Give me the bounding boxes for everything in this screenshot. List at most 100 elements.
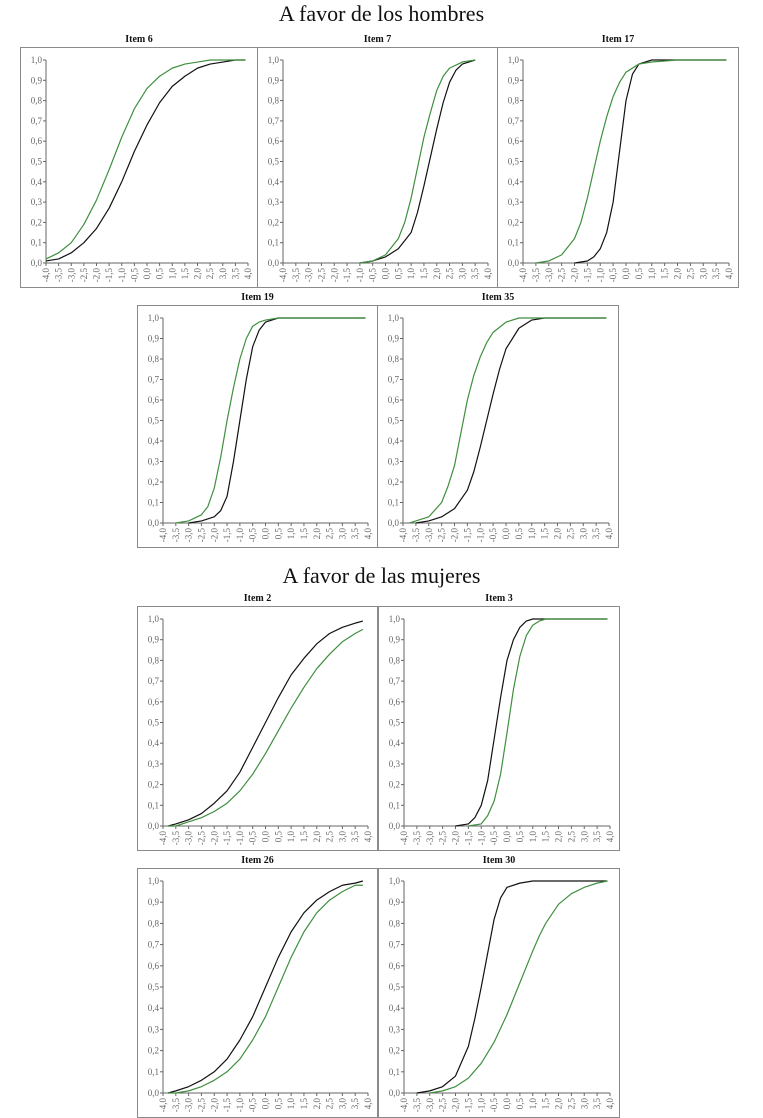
y-tick-label: 0,9 bbox=[389, 897, 401, 907]
x-tick-label: 2,0 bbox=[312, 831, 322, 843]
x-tick-label: -4,0 bbox=[278, 268, 288, 283]
x-tick-label: 3,5 bbox=[711, 268, 721, 280]
y-tick-label: 0,7 bbox=[148, 940, 160, 950]
x-tick-label: 2,5 bbox=[205, 268, 215, 280]
chart-panel bbox=[137, 868, 378, 1118]
y-tick-label: 1,0 bbox=[388, 313, 400, 323]
y-tick-label: 0,6 bbox=[388, 395, 400, 405]
y-tick-label: 0,7 bbox=[148, 375, 160, 385]
x-tick-label: -3,5 bbox=[291, 268, 301, 283]
x-tick-label: 1,0 bbox=[286, 528, 296, 540]
y-tick-label: 0,0 bbox=[148, 1088, 160, 1098]
x-tick-label: -1,0 bbox=[235, 831, 245, 846]
x-tick-label: -3,5 bbox=[411, 528, 421, 543]
x-tick-label: -1,0 bbox=[355, 268, 365, 283]
x-tick-label: 0,5 bbox=[273, 831, 283, 843]
x-tick-label: 1,0 bbox=[647, 268, 657, 280]
x-tick-label: -2,5 bbox=[316, 268, 326, 283]
x-tick-label: -1,5 bbox=[222, 1098, 232, 1113]
x-tick-label: -1,5 bbox=[463, 831, 473, 846]
chart-panel bbox=[257, 47, 498, 288]
x-tick-label: 3,0 bbox=[218, 268, 228, 280]
x-tick-label: 1,0 bbox=[528, 831, 538, 843]
x-tick-label: 0,0 bbox=[261, 528, 271, 540]
green-series-line bbox=[175, 317, 366, 524]
x-tick-label: 1,0 bbox=[528, 1098, 538, 1110]
y-tick-label: 0,8 bbox=[268, 96, 280, 106]
y-tick-label: 0,6 bbox=[148, 395, 160, 405]
y-tick-label: 0,1 bbox=[389, 800, 400, 810]
x-tick-label: -3,0 bbox=[66, 268, 76, 283]
x-tick-label: -2,0 bbox=[451, 831, 461, 846]
y-tick-label: 0,5 bbox=[31, 157, 43, 167]
x-tick-label: 4,0 bbox=[605, 831, 615, 843]
y-tick-label: 0,8 bbox=[389, 918, 401, 928]
black-series-line bbox=[574, 59, 727, 264]
y-tick-label: 0,4 bbox=[148, 1003, 160, 1013]
y-tick-label: 0,9 bbox=[268, 75, 280, 85]
y-tick-label: 0,4 bbox=[508, 177, 520, 187]
y-tick-label: 0,2 bbox=[148, 1046, 159, 1056]
y-tick-label: 0,5 bbox=[268, 157, 280, 167]
y-tick-label: 0,6 bbox=[389, 961, 401, 971]
y-tick-label: 0,0 bbox=[388, 518, 400, 528]
x-tick-label: 1,0 bbox=[286, 831, 296, 843]
x-tick-label: 0,0 bbox=[502, 1098, 512, 1110]
chart-panel bbox=[377, 305, 619, 548]
x-tick-label: 0,5 bbox=[393, 268, 403, 280]
x-tick-label: -3,5 bbox=[171, 831, 181, 846]
y-tick-label: 0,5 bbox=[148, 982, 160, 992]
x-tick-label: -2,0 bbox=[570, 268, 580, 283]
x-tick-label: 2,0 bbox=[673, 268, 683, 280]
x-tick-label: 3,0 bbox=[337, 1098, 347, 1110]
x-tick-label: -3,5 bbox=[531, 268, 541, 283]
x-tick-label: -0,5 bbox=[129, 268, 139, 283]
x-tick-label: -2,5 bbox=[438, 831, 448, 846]
x-tick-label: -1,0 bbox=[475, 528, 485, 543]
y-tick-label: 0,3 bbox=[268, 197, 280, 207]
x-tick-label: -3,0 bbox=[184, 831, 194, 846]
x-tick-label: 3,5 bbox=[470, 268, 480, 280]
chart-panel bbox=[378, 606, 620, 851]
y-tick-label: 0,5 bbox=[388, 416, 400, 426]
y-tick-label: 0,8 bbox=[389, 655, 401, 665]
y-tick-label: 0,4 bbox=[268, 177, 280, 187]
chart-svg: 0,00,10,20,30,40,50,60,70,80,91,0-4,0 -3,… bbox=[148, 614, 373, 846]
y-tick-label: 0,4 bbox=[389, 1003, 401, 1013]
green-series-line bbox=[168, 628, 364, 827]
y-tick-label: 0,0 bbox=[31, 258, 43, 268]
x-tick-label: 0,0 bbox=[142, 268, 152, 280]
x-tick-label: 2,0 bbox=[554, 831, 564, 843]
x-tick-label: -4,0 bbox=[518, 268, 528, 283]
x-tick-label: 1,0 bbox=[167, 268, 177, 280]
chart-svg: 0,00,10,20,30,40,50,60,70,80,91,0-4,0 -3,… bbox=[508, 55, 734, 283]
x-tick-label: -0,5 bbox=[488, 528, 498, 543]
x-tick-label: -4,0 bbox=[158, 831, 168, 846]
x-tick-label: -3,5 bbox=[412, 1098, 422, 1113]
x-tick-label: 0,5 bbox=[273, 1098, 283, 1110]
x-tick-label: 2,0 bbox=[312, 528, 322, 540]
chart-svg: 0,00,10,20,30,40,50,60,70,80,91,0-4,0 -3,… bbox=[31, 55, 253, 283]
x-tick-label: -0,5 bbox=[489, 1098, 499, 1113]
y-tick-label: 0,8 bbox=[31, 96, 43, 106]
y-tick-label: 0,4 bbox=[31, 177, 43, 187]
y-tick-label: 0,1 bbox=[388, 498, 399, 508]
y-tick-label: 0,7 bbox=[31, 116, 43, 126]
x-tick-label: -3,5 bbox=[54, 268, 64, 283]
y-tick-label: 0,9 bbox=[508, 75, 520, 85]
x-tick-label: 2,5 bbox=[566, 831, 576, 843]
x-tick-label: -0,5 bbox=[489, 831, 499, 846]
x-tick-label: 2,0 bbox=[554, 1098, 564, 1110]
chart-panel bbox=[20, 47, 258, 288]
green-series-line bbox=[535, 59, 727, 264]
x-tick-label: 2,0 bbox=[193, 268, 203, 280]
x-tick-label: 2,5 bbox=[445, 268, 455, 280]
y-tick-label: 0,8 bbox=[148, 918, 160, 928]
green-series-line bbox=[409, 317, 607, 524]
y-tick-label: 0,7 bbox=[148, 676, 160, 686]
black-series-line bbox=[167, 880, 364, 1094]
x-tick-label: 4,0 bbox=[724, 268, 734, 280]
y-tick-label: 0,0 bbox=[268, 258, 280, 268]
x-tick-label: 4,0 bbox=[243, 268, 253, 280]
x-tick-label: 3,5 bbox=[350, 1098, 360, 1110]
